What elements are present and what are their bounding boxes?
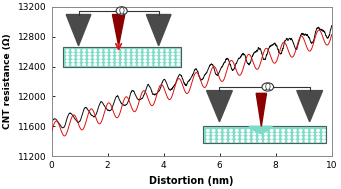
X-axis label: Distortion (nm): Distortion (nm) [149,176,234,186]
Y-axis label: CNT resistance (Ω): CNT resistance (Ω) [3,34,13,129]
